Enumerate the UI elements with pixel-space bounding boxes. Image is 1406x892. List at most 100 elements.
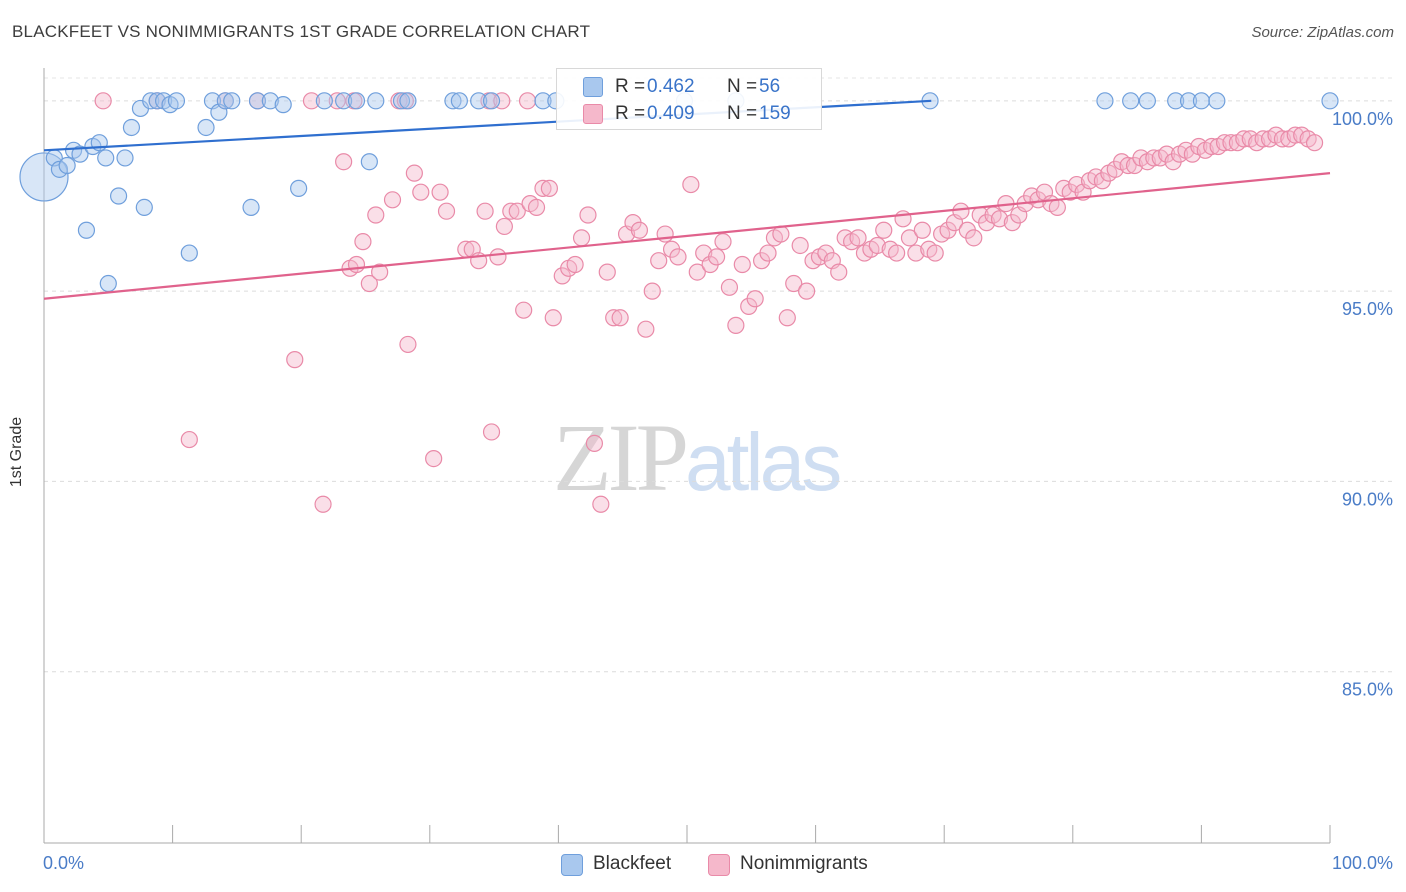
scatter-point	[907, 244, 925, 262]
scatter-point	[534, 179, 552, 197]
scatter-point	[720, 278, 739, 296]
scatter-point	[450, 92, 468, 110]
x-tick-label: 0.0%	[43, 853, 84, 873]
scatter-point	[290, 179, 308, 197]
scatter-point	[1192, 92, 1211, 110]
scatter-point	[868, 236, 886, 255]
scatter-point	[71, 145, 89, 163]
y-axis-label: 1st Grade	[8, 416, 25, 488]
scatter-point	[489, 248, 507, 266]
grid	[44, 77, 1395, 673]
scatter-point	[1138, 92, 1156, 110]
scatter-point	[849, 229, 867, 247]
scatter-point	[99, 274, 117, 293]
scatter-point	[223, 92, 241, 110]
scatter-point	[1222, 134, 1240, 152]
scatter-point	[242, 198, 260, 217]
scatter-point	[97, 149, 115, 167]
scatter-point	[688, 263, 706, 281]
stats-box: R = 0.462 N = 56 R = 0.409 N = 159	[556, 68, 822, 130]
scatter-point	[50, 160, 69, 178]
scatter-point	[437, 202, 456, 220]
scatter-point	[1179, 92, 1198, 110]
scatter-point	[1122, 92, 1140, 110]
scatter-point	[476, 202, 494, 220]
scatter-point	[148, 92, 166, 110]
scatter-point	[367, 92, 385, 110]
scatter-point	[888, 244, 906, 262]
scatter-point	[572, 229, 591, 247]
scatter-point	[579, 206, 597, 224]
n-value: 159	[759, 103, 791, 124]
scatter-point	[926, 244, 944, 262]
scatter-point	[1167, 92, 1185, 110]
scatter-point	[425, 449, 443, 468]
scatter-point	[1254, 130, 1272, 148]
scatter-point	[248, 92, 267, 110]
scatter-point	[354, 233, 372, 251]
scatter-point	[791, 236, 809, 255]
scatter-point	[772, 225, 790, 243]
scatter-point	[900, 229, 919, 247]
axes	[43, 68, 1331, 844]
scatter-point	[315, 92, 333, 110]
scatter-point	[1096, 92, 1114, 110]
scatter-point	[286, 351, 304, 369]
scatter-point	[605, 309, 623, 327]
scatter-point	[1145, 149, 1163, 167]
n-label: N =	[727, 76, 758, 97]
scatter-point	[637, 320, 655, 338]
nonimmigrants-points	[94, 92, 1324, 513]
scatter-point	[733, 255, 751, 274]
scatter-point	[759, 244, 777, 262]
scatter-point	[347, 255, 366, 274]
scatter-point	[399, 335, 417, 354]
scatter-point	[913, 221, 931, 239]
scatter-point	[797, 282, 816, 300]
scatter-point	[399, 92, 417, 110]
scatter-point	[1286, 126, 1304, 144]
scatter-point	[1203, 137, 1221, 156]
scatter-point	[371, 263, 389, 281]
legend-label: Blackfeet	[593, 853, 672, 874]
scatter-point	[367, 206, 385, 224]
scatter-point	[167, 92, 186, 110]
scatter-point	[360, 153, 378, 171]
scatter-point	[122, 118, 141, 137]
scatter-point	[482, 92, 501, 110]
scatter-point	[1215, 134, 1234, 152]
scatter-point	[180, 430, 198, 449]
source-label: Source: ZipAtlas.com	[1251, 24, 1394, 41]
scatter-point	[1235, 130, 1253, 148]
nonimmigrants-swatch	[708, 854, 730, 876]
tick-labels: 85.0% 90.0% 95.0% 100.0% 0.0% 100.0%	[43, 109, 1393, 873]
scatter-point	[707, 248, 726, 266]
scatter-point	[534, 92, 552, 110]
scatter-point	[518, 92, 537, 110]
scatter-point	[598, 263, 616, 281]
scatter-point	[77, 221, 96, 239]
chart-title: BLACKFEET VS NONIMMIGRANTS 1ST GRADE COR…	[12, 22, 591, 41]
scatter-point	[412, 183, 430, 201]
scatter-point	[592, 495, 610, 513]
scatter-point	[470, 92, 488, 110]
y-tick-label: 90.0%	[1342, 489, 1393, 509]
scatter-point	[197, 118, 215, 137]
scatter-point	[335, 92, 353, 110]
scatter-point	[585, 434, 604, 452]
scatter-point	[216, 92, 234, 110]
scatter-point	[335, 153, 353, 171]
scatter-point	[274, 96, 292, 114]
stats-row-blackfeet: R = 0.462 N = 56	[557, 74, 821, 100]
scatter-point	[142, 92, 160, 110]
watermark: ZIPatlas	[553, 402, 842, 513]
n-label: N =	[727, 103, 758, 124]
blackfeet-swatch	[583, 77, 603, 97]
scatter-point	[830, 263, 848, 281]
r-value: 0.462	[647, 76, 695, 97]
scatter-point	[405, 164, 423, 182]
scatter-point	[682, 175, 700, 194]
y-tick-label: 85.0%	[1342, 680, 1393, 700]
scatter-point	[527, 198, 546, 217]
